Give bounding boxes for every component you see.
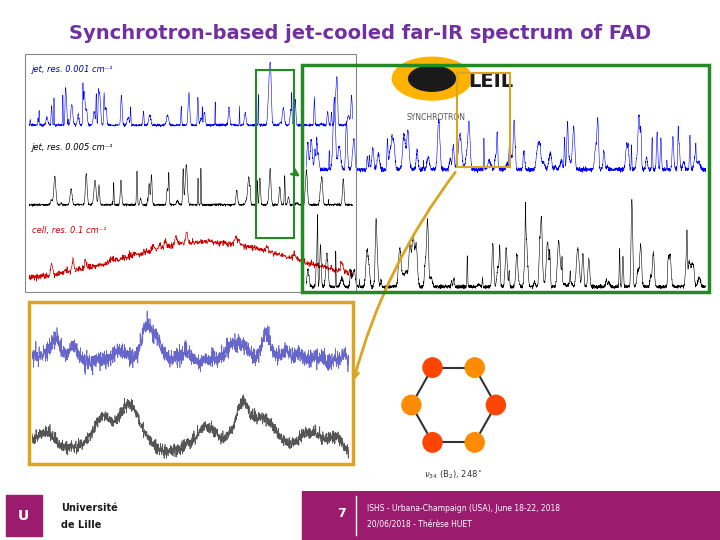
Circle shape bbox=[392, 57, 472, 100]
Text: Synchrotron-based jet-cooled far-IR spectrum of FAD: Synchrotron-based jet-cooled far-IR spec… bbox=[69, 24, 651, 43]
Circle shape bbox=[423, 433, 442, 452]
Text: LEIL: LEIL bbox=[468, 72, 513, 91]
Text: 20/06/2018 - Thérèse HUET: 20/06/2018 - Thérèse HUET bbox=[367, 521, 472, 530]
Text: SYNCHROTRON: SYNCHROTRON bbox=[407, 113, 466, 122]
Text: $\nu_{34}$ (B$_2$), 248$^\circ$: $\nu_{34}$ (B$_2$), 248$^\circ$ bbox=[424, 468, 483, 481]
Text: ISHS - Urbana-Champaign (USA), June 18-22, 2018: ISHS - Urbana-Champaign (USA), June 18-2… bbox=[367, 504, 560, 513]
Text: de Lille: de Lille bbox=[61, 521, 102, 530]
Circle shape bbox=[465, 358, 485, 377]
Bar bbox=[302, 491, 720, 540]
Bar bbox=[0, 491, 302, 540]
Text: 7: 7 bbox=[338, 507, 346, 520]
Bar bbox=[6, 495, 42, 536]
Text: jet, res. 0.005 cm⁻¹: jet, res. 0.005 cm⁻¹ bbox=[32, 143, 114, 152]
Circle shape bbox=[465, 433, 485, 452]
Circle shape bbox=[486, 395, 505, 415]
Text: U: U bbox=[18, 509, 30, 523]
Circle shape bbox=[409, 66, 456, 91]
Text: Université: Université bbox=[61, 503, 118, 514]
Text: cell, res. 0.1 cm⁻¹: cell, res. 0.1 cm⁻¹ bbox=[32, 226, 107, 235]
Text: jet, res. 0.001 cm⁻¹: jet, res. 0.001 cm⁻¹ bbox=[32, 65, 114, 74]
Circle shape bbox=[402, 395, 421, 415]
Circle shape bbox=[423, 358, 442, 377]
